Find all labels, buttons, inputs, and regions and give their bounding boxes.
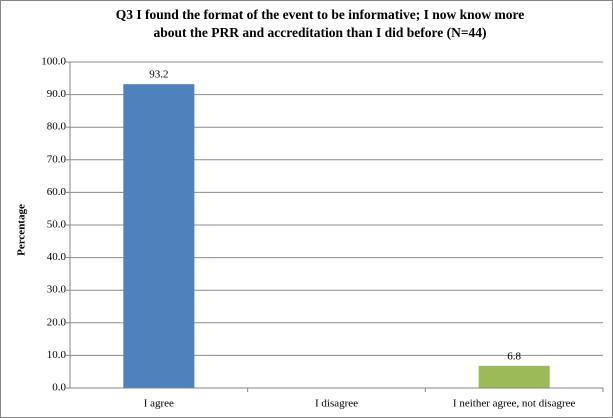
bar [123, 84, 195, 388]
x-tick-label: I agree [144, 398, 174, 410]
x-tick-label: I neither agree, not disagree [453, 398, 576, 410]
y-tick-label: 20.0 [47, 316, 67, 328]
y-tick-label: 30.0 [47, 284, 67, 296]
y-tick-label: 70.0 [47, 153, 67, 165]
value-label: 6.8 [507, 350, 521, 362]
y-tick-label: 90.0 [47, 88, 67, 100]
y-tick-label: 40.0 [47, 251, 67, 263]
y-axis-label: Percentage [16, 204, 28, 256]
value-label: 93.2 [149, 69, 168, 81]
y-tick-label: 50.0 [47, 219, 67, 231]
y-tick-label: 80.0 [47, 121, 67, 133]
y-tick-label: 0.0 [52, 382, 66, 394]
y-tick-label: 100.0 [41, 56, 66, 68]
x-tick-label: I disagree [315, 398, 358, 410]
y-tick-label: 10.0 [47, 349, 67, 361]
bar [478, 365, 550, 388]
chart-title: about the PRR and accreditation than I d… [153, 25, 486, 40]
chart-title: Q3 I found the format of the event to be… [116, 7, 524, 22]
y-tick-label: 60.0 [47, 186, 67, 198]
